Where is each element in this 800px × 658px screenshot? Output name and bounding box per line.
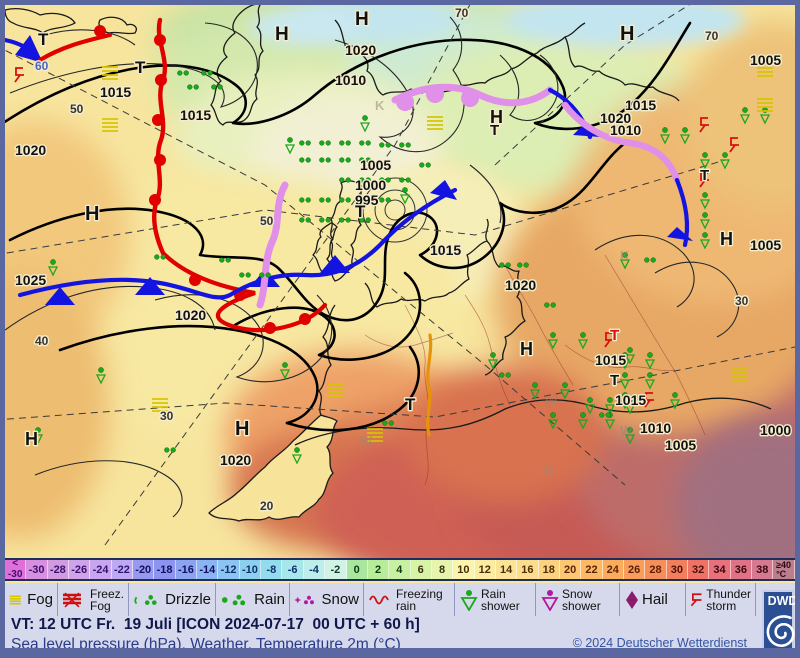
svg-text:1015: 1015 — [430, 242, 461, 258]
svg-text:30: 30 — [160, 409, 174, 423]
svg-text:T: T — [490, 122, 499, 139]
svg-text:1005: 1005 — [665, 437, 696, 453]
svg-text:1010: 1010 — [610, 122, 641, 138]
svg-text:T: T — [355, 202, 366, 221]
svg-text:T: T — [38, 30, 49, 49]
svg-text:1005: 1005 — [750, 237, 781, 253]
svg-text:1025: 1025 — [15, 272, 46, 288]
svg-text:H: H — [355, 9, 369, 30]
svg-text:1015: 1015 — [180, 107, 211, 123]
svg-text:50: 50 — [70, 102, 84, 116]
svg-text:1000: 1000 — [355, 177, 386, 193]
svg-text:K: K — [620, 248, 630, 263]
svg-text:1020: 1020 — [175, 307, 206, 323]
svg-text:W: W — [545, 393, 558, 408]
svg-text:T: T — [700, 167, 709, 184]
svg-text:1000: 1000 — [760, 422, 791, 438]
svg-text:H: H — [720, 229, 733, 249]
svg-text:H: H — [520, 339, 533, 359]
svg-text:W: W — [360, 433, 373, 448]
svg-text:DWD: DWD — [768, 594, 795, 608]
svg-text:H: H — [275, 24, 289, 45]
svg-text:1015: 1015 — [595, 352, 626, 368]
svg-text:T: T — [405, 395, 416, 414]
svg-text:1005: 1005 — [750, 52, 781, 68]
svg-text:60: 60 — [35, 59, 49, 73]
svg-text:20: 20 — [260, 499, 274, 513]
svg-text:1020: 1020 — [345, 42, 376, 58]
svg-text:70: 70 — [705, 29, 719, 43]
svg-text:H: H — [235, 418, 249, 440]
svg-text:1020: 1020 — [220, 452, 251, 468]
svg-text:1010: 1010 — [335, 72, 366, 88]
svg-text:30: 30 — [735, 294, 749, 308]
svg-text:50: 50 — [260, 214, 274, 228]
svg-text:1015: 1015 — [625, 97, 656, 113]
svg-text:H: H — [25, 429, 38, 449]
svg-text:W: W — [620, 423, 633, 438]
svg-text:K: K — [545, 463, 555, 478]
svg-text:1020: 1020 — [505, 277, 536, 293]
svg-text:T: T — [135, 58, 146, 77]
svg-text:1015: 1015 — [615, 392, 646, 408]
svg-text:1015: 1015 — [100, 84, 131, 100]
svg-text:K: K — [375, 98, 385, 113]
svg-text:70: 70 — [455, 6, 469, 20]
svg-text:40: 40 — [35, 334, 49, 348]
svg-text:H: H — [620, 23, 634, 45]
svg-text:H: H — [85, 203, 99, 225]
svg-text:1005: 1005 — [360, 157, 391, 173]
svg-text:1020: 1020 — [15, 142, 46, 158]
svg-text:T: T — [610, 327, 619, 344]
svg-text:1010: 1010 — [640, 420, 671, 436]
svg-text:T: T — [610, 372, 619, 389]
